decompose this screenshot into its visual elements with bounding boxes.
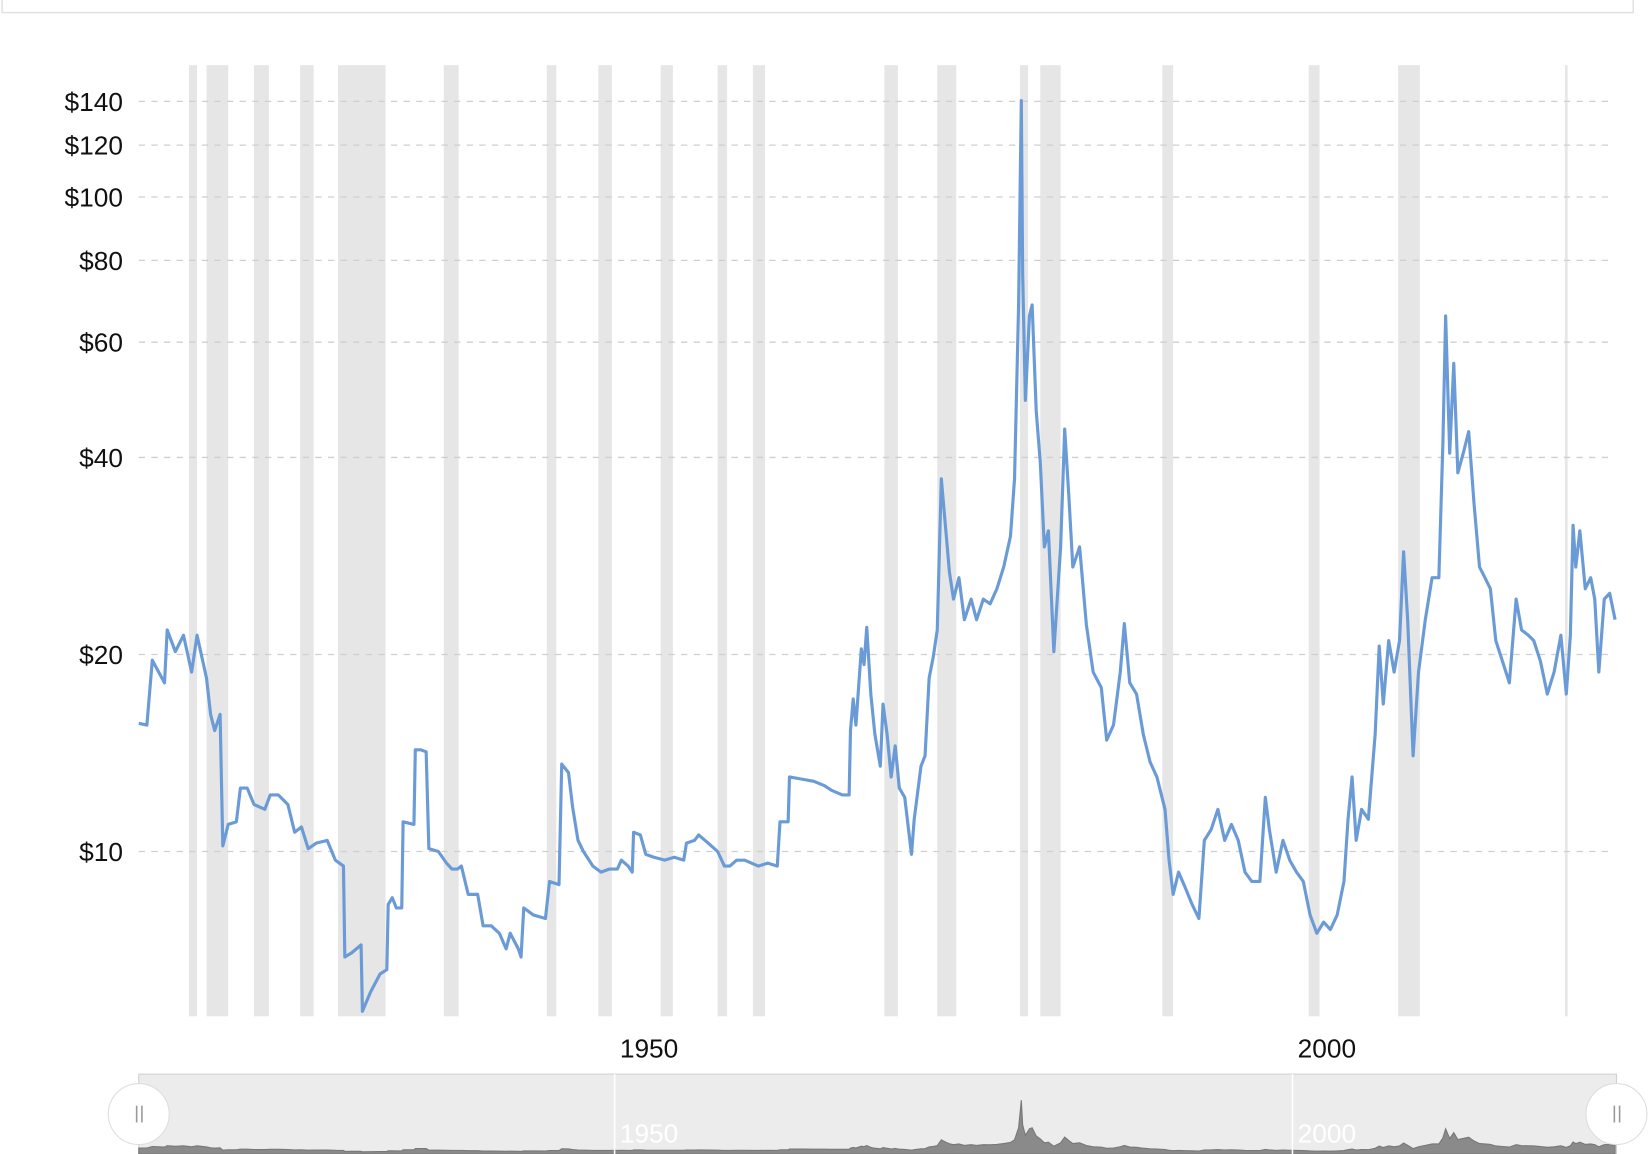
recession-band <box>300 65 314 1017</box>
navigator-tick-label: 1950 <box>620 1118 678 1148</box>
recession-band <box>188 65 198 1017</box>
recession-band <box>717 65 728 1017</box>
recession-bands <box>188 65 1568 1017</box>
recession-band <box>598 65 612 1017</box>
recession-band <box>1308 65 1320 1017</box>
recession-band <box>752 65 766 1017</box>
navigator-handle-left[interactable] <box>107 1083 170 1146</box>
recession-band <box>443 65 459 1017</box>
recession-band <box>206 65 229 1017</box>
recession-band <box>884 65 898 1017</box>
x-tick-label: 2000 <box>1298 1033 1356 1063</box>
axes: $10 $20 $40 $60 $80 $100 $120 $140 1950 2000 <box>65 87 1357 1064</box>
y-tick-label: $100 <box>65 182 123 212</box>
y-tick-label: $10 <box>79 837 123 867</box>
navigator-tick-label: 2000 <box>1298 1118 1356 1148</box>
y-tick-label: $120 <box>65 131 123 161</box>
navigator-handles <box>107 1083 1648 1146</box>
recession-band <box>1019 65 1029 1017</box>
recession-band <box>253 65 269 1017</box>
navigator-area <box>138 1100 1616 1154</box>
top-panel-edge <box>1 0 1635 14</box>
y-tick-label: $20 <box>79 640 123 670</box>
grid <box>138 100 1609 853</box>
recession-band <box>660 65 673 1017</box>
recession-band <box>1564 65 1568 1017</box>
navigator-handle-right[interactable] <box>1585 1083 1648 1146</box>
y-tick-label: $80 <box>79 246 123 276</box>
recession-band <box>338 65 386 1017</box>
y-tick-label: $40 <box>79 443 123 473</box>
y-tick-label: $140 <box>65 87 123 117</box>
recession-band <box>1040 65 1061 1017</box>
recession-band <box>546 65 557 1017</box>
y-tick-label: $60 <box>79 328 123 358</box>
price-line <box>138 98 1617 1013</box>
x-tick-label: 1950 <box>620 1033 678 1063</box>
plot <box>138 98 1617 1013</box>
navigator: 1950 2000 <box>138 1073 1617 1154</box>
recession-band <box>1398 65 1420 1017</box>
recession-band <box>1162 65 1174 1017</box>
navigator-background <box>138 1073 1617 1154</box>
